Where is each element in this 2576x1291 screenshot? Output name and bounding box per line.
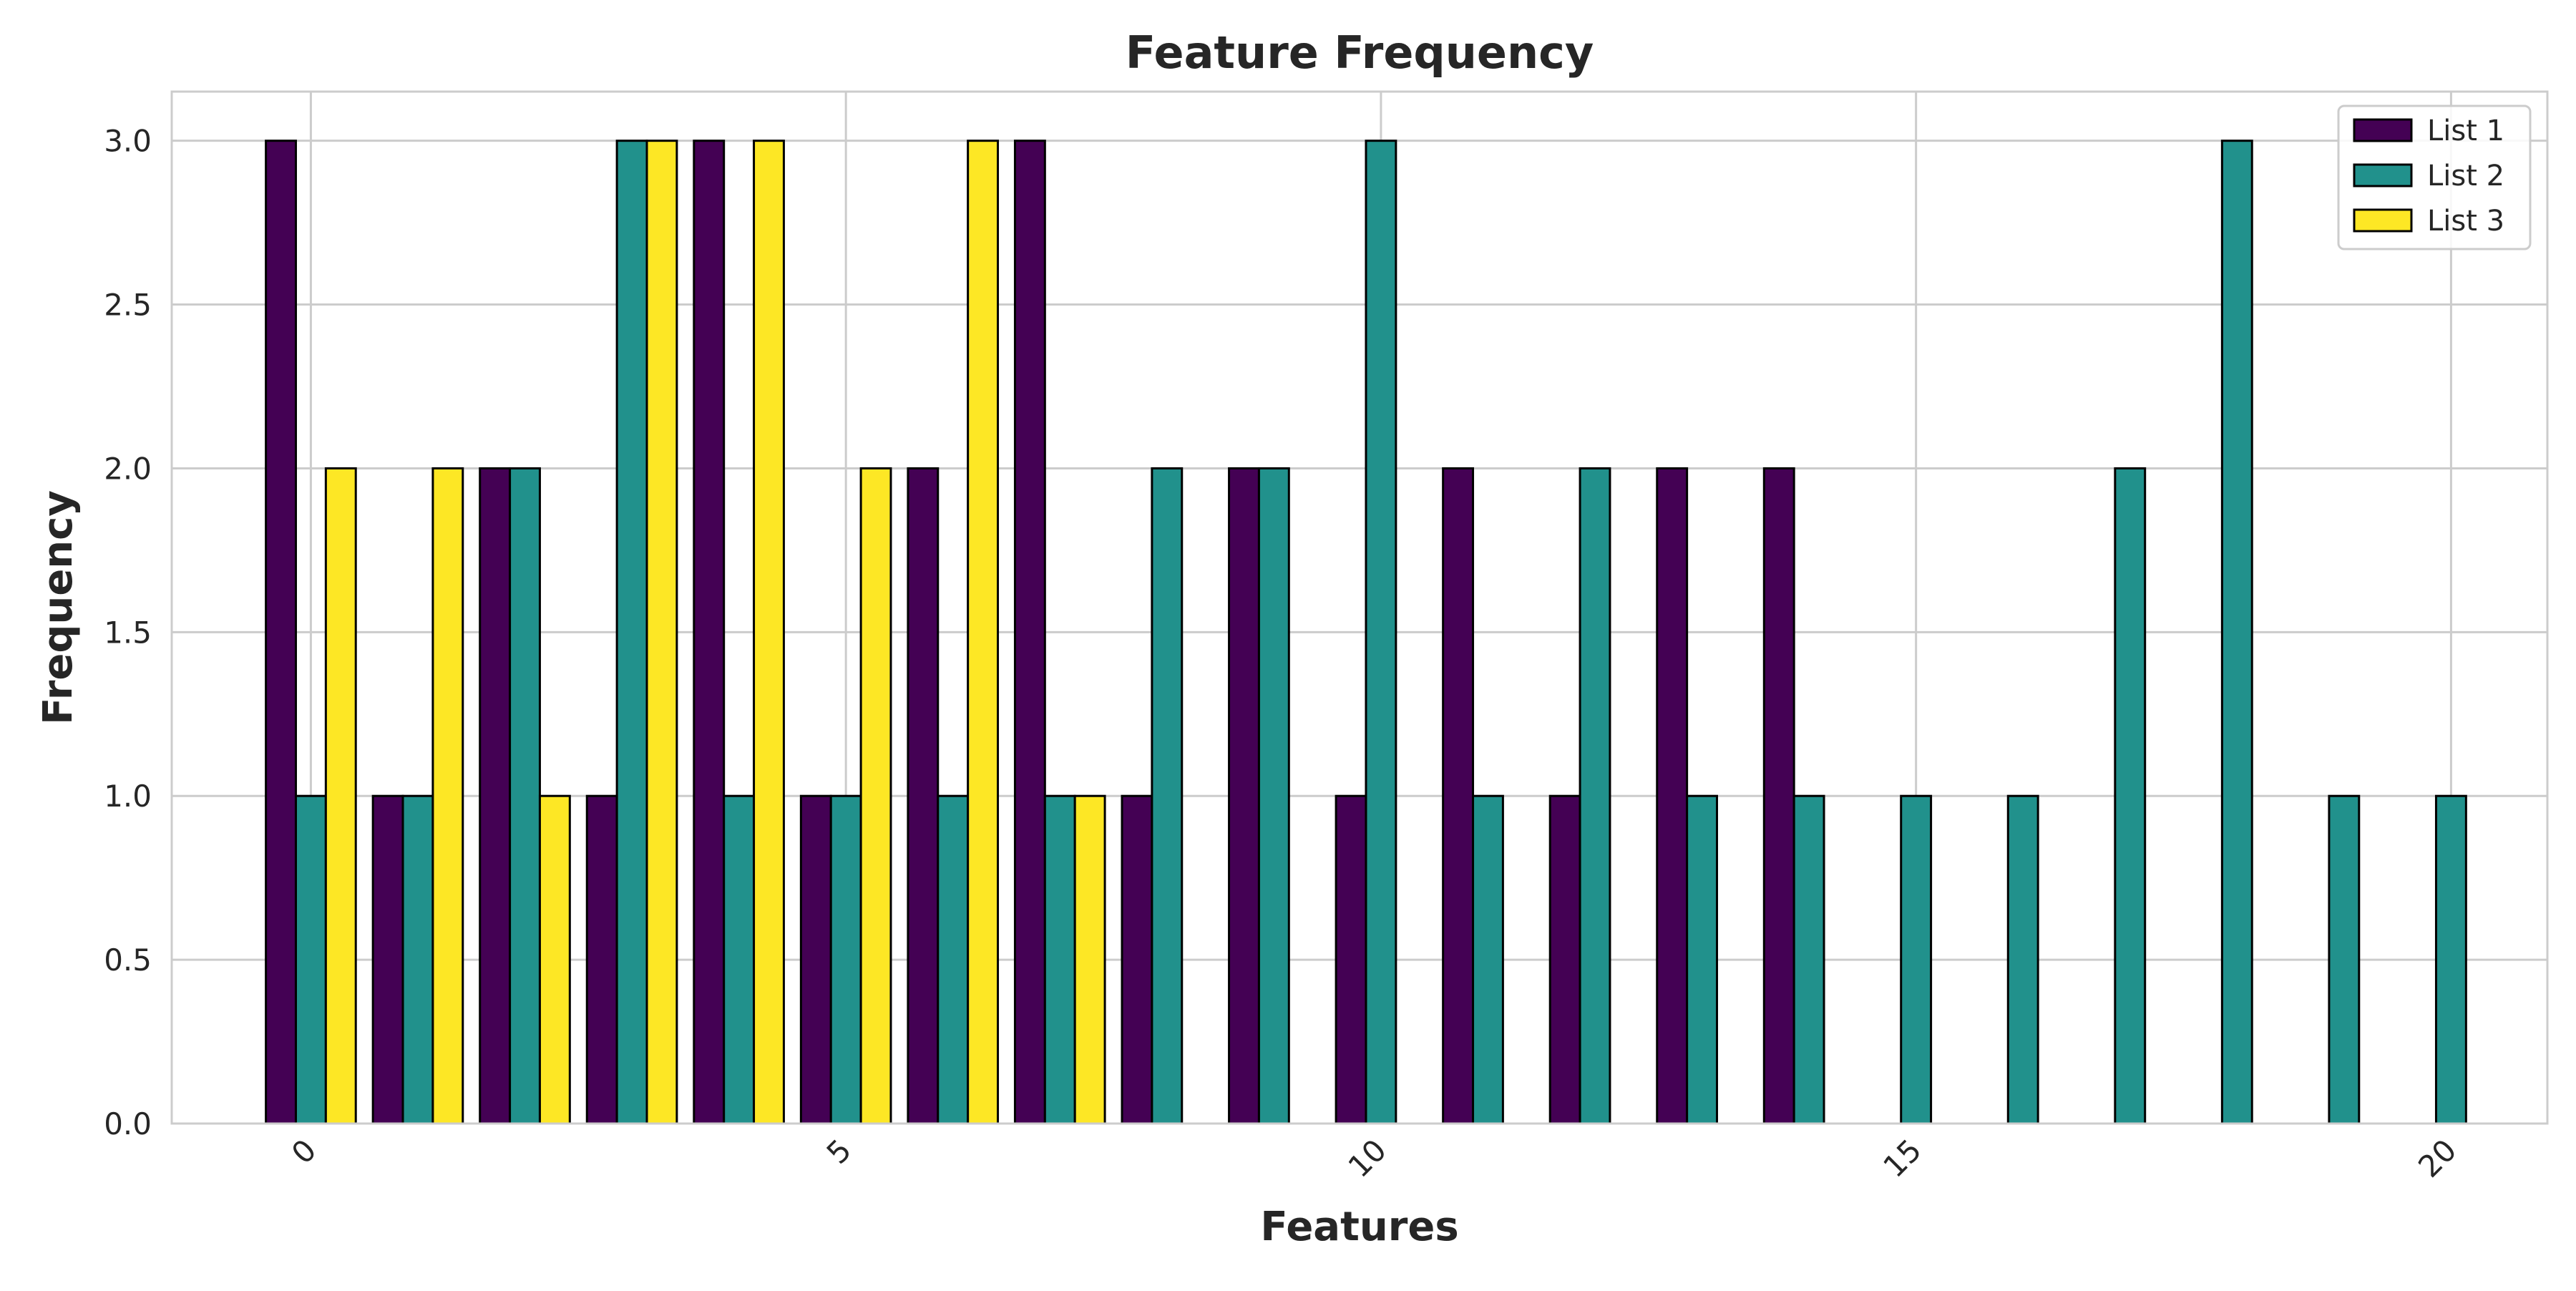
bar-2-14: [1792, 794, 1825, 1125]
bar-1-7: [1013, 140, 1046, 1125]
bar-1-2: [479, 467, 512, 1125]
bar-1-4: [693, 140, 726, 1125]
bar-2-1: [401, 794, 434, 1125]
bar-1-5: [799, 794, 832, 1125]
bar-2-5: [829, 794, 862, 1125]
bar-2-3: [615, 140, 648, 1125]
y-tick-label: 1.5: [104, 615, 152, 650]
y-tick-label: 0.5: [104, 942, 152, 978]
bar-1-9: [1228, 467, 1260, 1125]
legend-swatch: [2353, 118, 2413, 142]
legend-swatch: [2353, 208, 2413, 233]
bar-2-20: [2434, 794, 2467, 1125]
legend-label: List 1: [2427, 115, 2504, 147]
bar-3-3: [645, 140, 678, 1125]
bar-1-8: [1121, 794, 1153, 1125]
y-tick-label: 3.0: [104, 124, 152, 159]
bar-3-6: [967, 140, 1000, 1125]
bar-3-4: [753, 140, 785, 1125]
bar-1-10: [1335, 794, 1367, 1125]
bar-3-2: [538, 794, 571, 1125]
bar-2-18: [2220, 140, 2253, 1125]
bar-2-15: [1900, 794, 1933, 1125]
bar-3-0: [324, 467, 357, 1125]
bar-1-6: [907, 467, 940, 1125]
legend-label: List 2: [2427, 160, 2504, 193]
bar-2-9: [1257, 467, 1290, 1125]
bar-2-12: [1579, 467, 1611, 1125]
bar-3-5: [859, 467, 892, 1125]
y-tick-label: 0.0: [104, 1106, 152, 1141]
bar-1-13: [1656, 467, 1689, 1125]
bar-2-6: [937, 794, 970, 1125]
y-axis-label: Frequency: [35, 490, 82, 725]
legend: List 1 List 2 List 3: [2337, 104, 2532, 250]
bar-1-11: [1442, 467, 1475, 1125]
y-tick-label: 2.0: [104, 451, 152, 486]
y-tick-label: 2.5: [104, 288, 152, 323]
chart-title: Feature Frequency: [1126, 26, 1594, 79]
bar-2-7: [1043, 794, 1076, 1125]
bar-2-17: [2114, 467, 2147, 1125]
legend-label: List 3: [2427, 205, 2504, 238]
bar-2-16: [2006, 794, 2039, 1125]
bar-3-7: [1073, 794, 1106, 1125]
bar-1-14: [1762, 467, 1795, 1125]
bar-1-12: [1548, 794, 1581, 1125]
bar-2-11: [1472, 794, 1504, 1125]
bar-1-1: [371, 794, 404, 1125]
bar-1-0: [265, 140, 297, 1125]
bar-2-8: [1151, 467, 1184, 1125]
y-axis-ticks: 0.0 0.5 1.0 1.5 2.0 2.5 3.0: [104, 124, 152, 1141]
bar-2-13: [1686, 794, 1718, 1125]
legend-swatch: [2353, 163, 2413, 187]
plot-frame: [170, 90, 2549, 1125]
bar-2-2: [509, 467, 541, 1125]
bar-2-0: [294, 794, 327, 1125]
bar-2-10: [1365, 140, 1397, 1125]
bar-1-3: [585, 794, 618, 1125]
y-tick-label: 1.0: [104, 779, 152, 814]
bar-2-4: [723, 794, 756, 1125]
bar-3-1: [431, 467, 464, 1125]
x-axis-label: Features: [1260, 1204, 1458, 1250]
bar-2-19: [2328, 794, 2361, 1125]
